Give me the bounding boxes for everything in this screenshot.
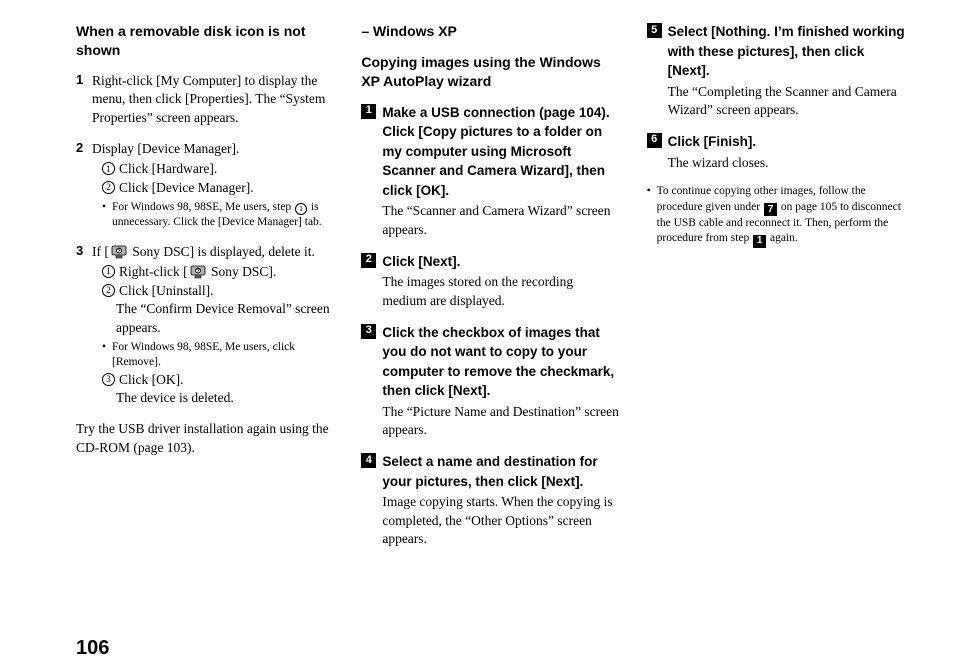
step-blackbox: 5 xyxy=(647,23,662,38)
step-text: If [ Sony DSC] is displayed, delete it. xyxy=(92,243,335,262)
circled-number-inline: 1 xyxy=(295,203,307,215)
step-body: The images stored on the recording mediu… xyxy=(382,273,620,310)
col2-step-list: 1 Make a USB connection (page 104). Clic… xyxy=(361,103,620,549)
note-text: For Windows 98, 98SE, Me users, step xyxy=(112,201,294,213)
step-bold: Click [Finish]. xyxy=(668,132,757,152)
closing-paragraph: Try the USB driver installation again us… xyxy=(76,420,335,457)
step-blackbox: 3 xyxy=(361,324,376,339)
substep-text: Click [OK]. xyxy=(119,371,184,390)
text-fragment: If [ xyxy=(92,244,109,259)
note-text: again. xyxy=(767,232,798,244)
list-item: 2 Display [Device Manager]. 1 Click [Har… xyxy=(76,140,335,231)
col3-step-list: 5 Select [Nothing. I’m finished working … xyxy=(647,22,906,172)
substep: 2 Click [Uninstall]. xyxy=(102,282,335,301)
step-text: Display [Device Manager]. xyxy=(92,140,335,159)
step-blackbox: 6 xyxy=(647,133,662,148)
page-number: 106 xyxy=(76,637,109,660)
column-2: – Windows XP Copying images using the Wi… xyxy=(361,22,620,618)
step-blackbox: 2 xyxy=(361,253,376,268)
dash-heading: – Windows XP xyxy=(361,22,620,41)
list-item: 6 Click [Finish]. The wizard closes. xyxy=(647,132,906,172)
list-item: 1 Make a USB connection (page 104). Clic… xyxy=(361,103,620,240)
circled-number: 2 xyxy=(102,284,115,297)
step-number: 2 xyxy=(76,140,92,231)
list-item: 2 Click [Next]. The images stored on the… xyxy=(361,252,620,311)
column-1: When a removable disk icon is not shown … xyxy=(76,22,335,618)
page-columns: When a removable disk icon is not shown … xyxy=(76,22,906,618)
substep-result: The “Confirm Device Removal” screen appe… xyxy=(116,300,335,337)
step-bold: Click [Next]. xyxy=(382,252,460,272)
step-body: The wizard closes. xyxy=(668,154,906,173)
step-blackbox: 1 xyxy=(361,104,376,119)
substep-result: The device is deleted. xyxy=(116,389,335,408)
bullet-icon: • xyxy=(647,184,657,248)
step-bold: Click the checkbox of images that you do… xyxy=(382,323,620,401)
step-bold: Make a USB connection (page 104). Click … xyxy=(382,103,620,201)
list-item: 1 Right-click [My Computer] to display t… xyxy=(76,72,335,128)
substep-text: Click [Uninstall]. xyxy=(119,282,214,301)
substep-text: Click [Hardware]. xyxy=(119,160,217,179)
step-number: 3 xyxy=(76,243,92,408)
circled-number: 2 xyxy=(102,181,115,194)
text-fragment: Sony DSC]. xyxy=(208,264,277,279)
note: • For Windows 98, 98SE, Me users, step 1… xyxy=(102,200,335,231)
substep: 1 Click [Hardware]. xyxy=(102,160,335,179)
step-blackbox-inline: 1 xyxy=(753,235,766,248)
step-bold: Select a name and destination for your p… xyxy=(382,452,620,491)
col1-heading: When a removable disk icon is not shown xyxy=(76,22,335,60)
substep: 2 Click [Device Manager]. xyxy=(102,179,335,198)
step-bold: Select [Nothing. I’m finished working wi… xyxy=(668,22,906,81)
substep-text: Click [Device Manager]. xyxy=(119,179,254,198)
text-fragment: Sony DSC] is displayed, delete it. xyxy=(129,244,315,259)
substep: 3 Click [OK]. xyxy=(102,371,335,390)
step-text: Right-click [My Computer] to display the… xyxy=(92,72,335,128)
step-body: The “Scanner and Camera Wizard” screen a… xyxy=(382,202,620,239)
step-body: The “Completing the Scanner and Camera W… xyxy=(668,83,906,120)
circled-number: 3 xyxy=(102,373,115,386)
text-fragment: Right-click [ xyxy=(119,264,188,279)
list-item: 4 Select a name and destination for your… xyxy=(361,452,620,549)
circled-number: 1 xyxy=(102,265,115,278)
step-blackbox: 4 xyxy=(361,453,376,468)
column-3: 5 Select [Nothing. I’m finished working … xyxy=(647,22,906,618)
circled-number: 1 xyxy=(102,162,115,175)
step-number: 1 xyxy=(76,72,92,128)
note-text: For Windows 98, 98SE, Me users, click [R… xyxy=(112,340,335,371)
step-body: Image copying starts. When the copying i… xyxy=(382,493,620,549)
device-unknown-icon xyxy=(111,243,127,259)
continuation-note: • To continue copying other images, foll… xyxy=(647,184,906,248)
col2-heading: Copying images using the Windows XP Auto… xyxy=(361,53,620,91)
substep: 1 Right-click [ Sony DSC]. xyxy=(102,263,335,282)
list-item: 3 Click the checkbox of images that you … xyxy=(361,323,620,441)
device-unknown-icon xyxy=(190,263,206,279)
step-blackbox-inline: 7 xyxy=(764,203,777,216)
step-body: The “Picture Name and Destination” scree… xyxy=(382,403,620,440)
bullet-icon: • xyxy=(102,340,112,371)
bullet-icon: • xyxy=(102,200,112,231)
col1-step-list: 1 Right-click [My Computer] to display t… xyxy=(76,72,335,408)
list-item: 5 Select [Nothing. I’m finished working … xyxy=(647,22,906,120)
substep-text: Right-click [ Sony DSC]. xyxy=(119,263,276,282)
note: • For Windows 98, 98SE, Me users, click … xyxy=(102,340,335,371)
list-item: 3 If [ Sony DSC] is displayed, delete it… xyxy=(76,243,335,408)
